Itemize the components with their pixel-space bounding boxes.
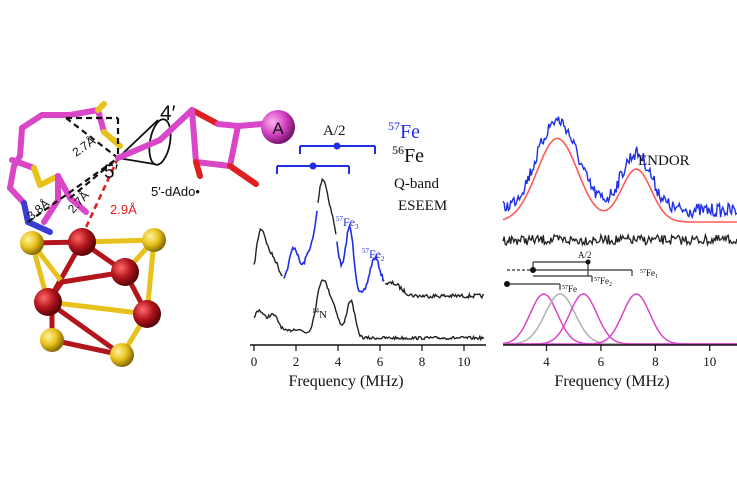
eseem-x-label: Frequency (MHz) [288, 373, 403, 390]
eseem-tick-label: 6 [377, 354, 384, 369]
endor-fe2-label: 57Fe2 [594, 276, 612, 288]
iron-atom [133, 300, 161, 328]
endor-residual-trace [502, 232, 737, 248]
title-57fe: 57Fe [388, 119, 420, 143]
peak-n-label: 14N [312, 307, 327, 321]
eseem-tick-label: 10 [458, 354, 471, 369]
eseem-ticks: 0 2 4 6 8 10 [251, 345, 471, 369]
bracket-dot [504, 281, 510, 287]
endor-fe1-label: 57Fe1 [640, 268, 658, 280]
bracket-center-dot [309, 162, 317, 170]
endor-gaussian [503, 293, 737, 345]
adenine-sphere [261, 110, 295, 144]
endor-tick-label: 4 [543, 354, 550, 369]
endor-tick-label: 8 [652, 354, 659, 369]
iron-atom [111, 258, 139, 286]
fe4s4-cluster [20, 228, 166, 367]
peak-fe2-label: 57Fe2 [362, 247, 385, 263]
endor-a-half: A/2 [578, 250, 592, 260]
title-eseem: ESEEM [398, 198, 447, 214]
eseem-tick-label: 2 [293, 354, 300, 369]
eseem-tick-label: 0 [251, 354, 258, 369]
bracket-dot [530, 267, 536, 273]
eseem-panel: A/2 57Fe 56Fe Q-band ESEEM 57Fe3 [250, 119, 486, 390]
label-4prime: 4′ [160, 102, 176, 125]
eseem-56fe-trace [253, 279, 485, 342]
sulfur-atom [110, 343, 134, 367]
sulfur-atom [20, 231, 44, 255]
bracket-center-dot [333, 142, 341, 150]
methionine-chain [7, 101, 123, 235]
sulfur-atom [40, 328, 64, 352]
distance-lines [27, 116, 120, 237]
cone [117, 118, 172, 166]
endor-experimental-trace [502, 116, 737, 220]
eseem-tick-label: 8 [419, 354, 426, 369]
eseem-57fe-trace-blue [283, 210, 385, 294]
eseem-tick-label: 4 [335, 354, 342, 369]
iron-atom [68, 228, 96, 256]
structure-panel: A [7, 101, 295, 367]
endor-fit-trace [502, 137, 737, 223]
endor-tick-label: 10 [703, 354, 716, 369]
eseem-57fe-trace-black [253, 177, 485, 300]
bracket-dot [585, 259, 591, 265]
title-56fe: 56Fe [392, 143, 424, 167]
dist-2-7-top: 2.7Å [69, 133, 98, 159]
endor-gaussian-components [502, 293, 737, 345]
dist-2-9: 2.9Å [110, 202, 137, 217]
adenine-label: A [272, 119, 284, 138]
eseem-a-half: A/2 [323, 123, 346, 139]
endor-brackets [507, 261, 633, 290]
title-qband: Q-band [394, 176, 439, 192]
endor-x-label: Frequency (MHz) [554, 373, 669, 390]
ribose-ring [115, 107, 265, 187]
label-5prime: 5′ [104, 162, 119, 183]
iron-atom [34, 288, 62, 316]
label-dado: 5′-dAdo• [151, 184, 200, 199]
endor-title: ENDOR [638, 153, 690, 169]
sulfur-atom [142, 228, 166, 252]
peak-fe3-label: 57Fe3 [336, 215, 359, 231]
endor-ticks: 4 6 8 10 [543, 345, 716, 369]
endor-fe-label: 57Fe [562, 284, 577, 294]
endor-panel: ENDOR A/2 57Fe1 57Fe2 57Fe [502, 116, 737, 390]
endor-tick-label: 6 [598, 354, 605, 369]
